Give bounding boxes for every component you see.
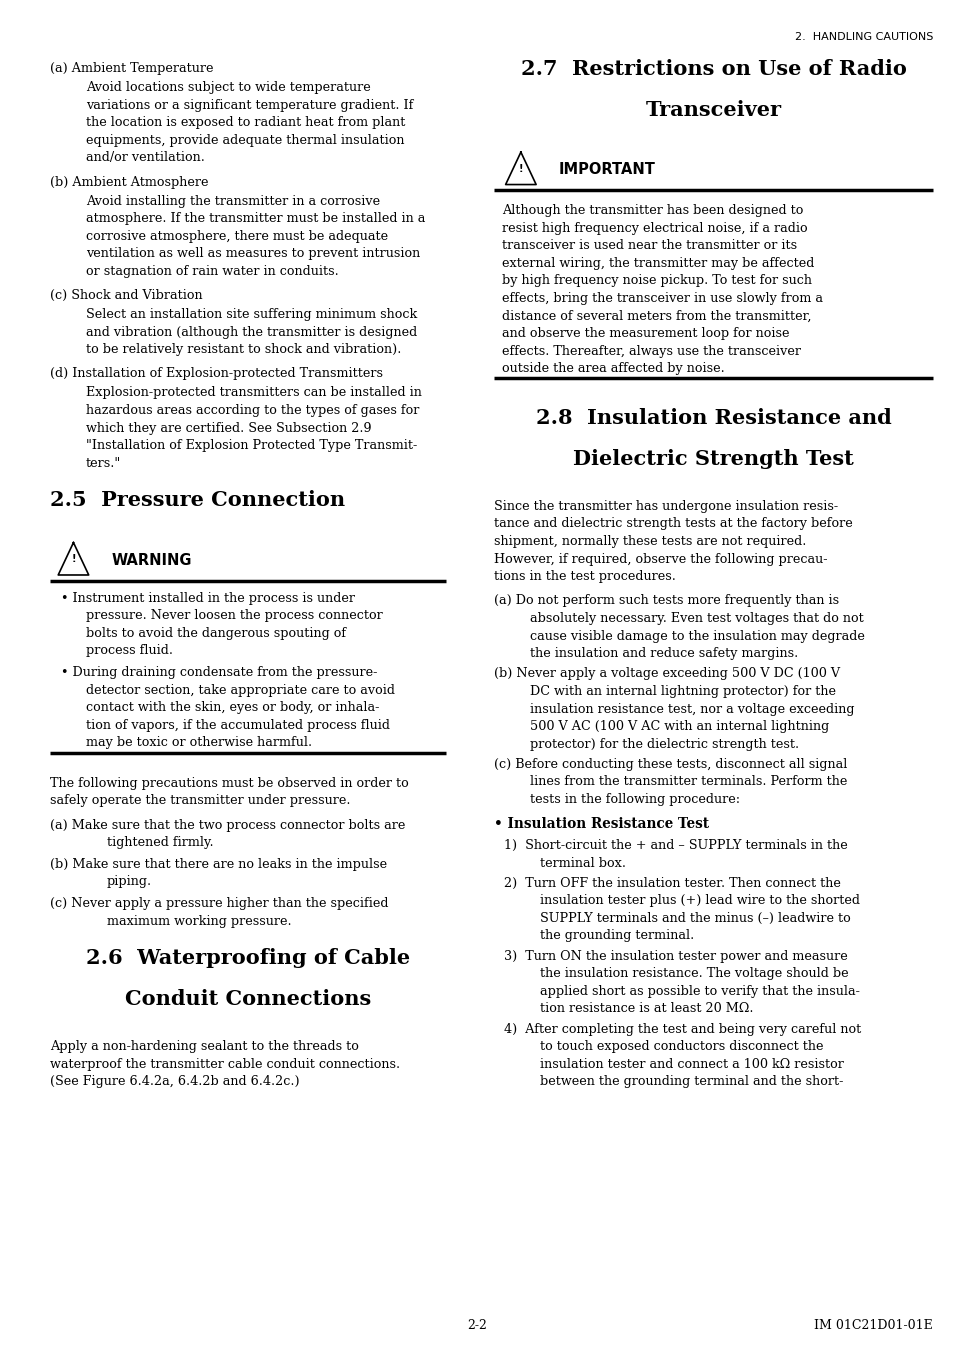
Text: 2.5  Pressure Connection: 2.5 Pressure Connection [50, 490, 344, 511]
Text: transceiver is used near the transmitter or its: transceiver is used near the transmitter… [501, 239, 796, 253]
Text: tion resistance is at least 20 MΩ.: tion resistance is at least 20 MΩ. [539, 1002, 753, 1016]
Text: WARNING: WARNING [112, 553, 192, 567]
Text: • Instrument installed in the process is under: • Instrument installed in the process is… [61, 592, 355, 605]
Text: effects. Thereafter, always use the transceiver: effects. Thereafter, always use the tran… [501, 345, 800, 358]
Text: tests in the following procedure:: tests in the following procedure: [530, 793, 740, 807]
Text: waterproof the transmitter cable conduit connections.: waterproof the transmitter cable conduit… [50, 1058, 399, 1071]
Text: Avoid installing the transmitter in a corrosive: Avoid installing the transmitter in a co… [86, 195, 379, 208]
Text: outside the area affected by noise.: outside the area affected by noise. [501, 362, 723, 376]
Text: maximum working pressure.: maximum working pressure. [107, 915, 292, 928]
Text: distance of several meters from the transmitter,: distance of several meters from the tran… [501, 309, 810, 323]
Text: Since the transmitter has undergone insulation resis-: Since the transmitter has undergone insu… [494, 500, 838, 513]
Text: effects, bring the transceiver in use slowly from a: effects, bring the transceiver in use sl… [501, 292, 821, 305]
Text: and/or ventilation.: and/or ventilation. [86, 151, 205, 165]
Text: • During draining condensate from the pressure-: • During draining condensate from the pr… [61, 666, 377, 680]
Text: tions in the test procedures.: tions in the test procedures. [494, 570, 676, 584]
Text: may be toxic or otherwise harmful.: may be toxic or otherwise harmful. [86, 736, 312, 750]
Text: 500 V AC (100 V AC with an internal lightning: 500 V AC (100 V AC with an internal ligh… [530, 720, 829, 734]
Text: to be relatively resistant to shock and vibration).: to be relatively resistant to shock and … [86, 343, 401, 357]
Text: (a) Do not perform such tests more frequently than is: (a) Do not perform such tests more frequ… [494, 594, 839, 608]
Text: (a) Make sure that the two process connector bolts are: (a) Make sure that the two process conne… [50, 819, 405, 832]
Text: (See Figure 6.4.2a, 6.4.2b and 6.4.2c.): (See Figure 6.4.2a, 6.4.2b and 6.4.2c.) [50, 1075, 299, 1089]
Text: insulation tester plus (+) lead wire to the shorted: insulation tester plus (+) lead wire to … [539, 894, 859, 908]
Text: contact with the skin, eyes or body, or inhala-: contact with the skin, eyes or body, or … [86, 701, 379, 715]
Text: "Installation of Explosion Protected Type Transmit-: "Installation of Explosion Protected Typ… [86, 439, 416, 453]
Text: or stagnation of rain water in conduits.: or stagnation of rain water in conduits. [86, 265, 338, 278]
Text: ters.": ters." [86, 457, 121, 470]
Text: pressure. Never loosen the process connector: pressure. Never loosen the process conne… [86, 609, 382, 623]
Text: (c) Never apply a pressure higher than the specified: (c) Never apply a pressure higher than t… [50, 897, 388, 911]
Text: bolts to avoid the dangerous spouting of: bolts to avoid the dangerous spouting of [86, 627, 346, 640]
Text: absolutely necessary. Even test voltages that do not: absolutely necessary. Even test voltages… [530, 612, 863, 626]
Text: and vibration (although the transmitter is designed: and vibration (although the transmitter … [86, 326, 416, 339]
Text: tightened firmly.: tightened firmly. [107, 836, 213, 850]
Text: lines from the transmitter terminals. Perform the: lines from the transmitter terminals. Pe… [530, 775, 847, 789]
Text: The following precautions must be observed in order to: The following precautions must be observ… [50, 777, 408, 790]
Text: between the grounding terminal and the short-: between the grounding terminal and the s… [539, 1075, 842, 1089]
Text: which they are certified. See Subsection 2.9: which they are certified. See Subsection… [86, 422, 371, 435]
Text: piping.: piping. [107, 875, 152, 889]
Text: 2.8  Insulation Resistance and: 2.8 Insulation Resistance and [536, 408, 890, 428]
Text: insulation resistance test, nor a voltage exceeding: insulation resistance test, nor a voltag… [530, 703, 854, 716]
Text: insulation tester and connect a 100 kΩ resistor: insulation tester and connect a 100 kΩ r… [539, 1058, 843, 1071]
Text: terminal box.: terminal box. [539, 857, 625, 870]
Text: SUPPLY terminals and the minus (–) leadwire to: SUPPLY terminals and the minus (–) leadw… [539, 912, 850, 925]
Text: IM 01C21D01-01E: IM 01C21D01-01E [814, 1319, 932, 1332]
Text: Conduit Connections: Conduit Connections [125, 989, 371, 1009]
Text: 2)  Turn OFF the insulation tester. Then connect the: 2) Turn OFF the insulation tester. Then … [503, 877, 840, 890]
Text: protector) for the dielectric strength test.: protector) for the dielectric strength t… [530, 738, 799, 751]
Text: Apply a non-hardening sealant to the threads to: Apply a non-hardening sealant to the thr… [50, 1040, 358, 1054]
Text: (a) Ambient Temperature: (a) Ambient Temperature [50, 62, 213, 76]
Text: 1)  Short-circuit the + and – SUPPLY terminals in the: 1) Short-circuit the + and – SUPPLY term… [503, 839, 846, 852]
Text: ventilation as well as measures to prevent intrusion: ventilation as well as measures to preve… [86, 247, 419, 261]
Text: (d) Installation of Explosion-protected Transmitters: (d) Installation of Explosion-protected … [50, 367, 382, 381]
Text: external wiring, the transmitter may be affected: external wiring, the transmitter may be … [501, 257, 813, 270]
Text: shipment, normally these tests are not required.: shipment, normally these tests are not r… [494, 535, 805, 549]
Text: 4)  After completing the test and being very careful not: 4) After completing the test and being v… [503, 1023, 860, 1036]
Text: • Insulation Resistance Test: • Insulation Resistance Test [494, 817, 708, 831]
Text: 2.7  Restrictions on Use of Radio: 2.7 Restrictions on Use of Radio [520, 59, 905, 80]
Text: cause visible damage to the insulation may degrade: cause visible damage to the insulation m… [530, 630, 864, 643]
Text: the grounding terminal.: the grounding terminal. [539, 929, 694, 943]
Text: Select an installation site suffering minimum shock: Select an installation site suffering mi… [86, 308, 416, 322]
Text: However, if required, observe the following precau-: However, if required, observe the follow… [494, 553, 827, 566]
Text: tance and dielectric strength tests at the factory before: tance and dielectric strength tests at t… [494, 517, 852, 531]
Text: Dielectric Strength Test: Dielectric Strength Test [573, 449, 853, 469]
Text: resist high frequency electrical noise, if a radio: resist high frequency electrical noise, … [501, 222, 806, 235]
Text: !: ! [518, 163, 522, 174]
Text: the insulation and reduce safety margins.: the insulation and reduce safety margins… [530, 647, 798, 661]
Text: IMPORTANT: IMPORTANT [558, 162, 656, 177]
Text: process fluid.: process fluid. [86, 644, 172, 658]
Text: Transceiver: Transceiver [645, 100, 781, 120]
Text: hazardous areas according to the types of gases for: hazardous areas according to the types o… [86, 404, 418, 417]
Text: equipments, provide adequate thermal insulation: equipments, provide adequate thermal ins… [86, 134, 404, 147]
Text: (b) Ambient Atmosphere: (b) Ambient Atmosphere [50, 176, 208, 189]
Text: 3)  Turn ON the insulation tester power and measure: 3) Turn ON the insulation tester power a… [503, 950, 846, 963]
Text: DC with an internal lightning protector) for the: DC with an internal lightning protector)… [530, 685, 836, 698]
Text: the location is exposed to radiant heat from plant: the location is exposed to radiant heat … [86, 116, 405, 130]
Text: applied short as possible to verify that the insula-: applied short as possible to verify that… [539, 985, 859, 998]
Text: detector section, take appropriate care to avoid: detector section, take appropriate care … [86, 684, 395, 697]
Text: to touch exposed conductors disconnect the: to touch exposed conductors disconnect t… [539, 1040, 822, 1054]
Text: tion of vapors, if the accumulated process fluid: tion of vapors, if the accumulated proce… [86, 719, 390, 732]
Text: 2.  HANDLING CAUTIONS: 2. HANDLING CAUTIONS [794, 32, 932, 42]
Text: 2.6  Waterproofing of Cable: 2.6 Waterproofing of Cable [86, 948, 410, 969]
Text: (c) Shock and Vibration: (c) Shock and Vibration [50, 289, 202, 303]
Text: by high frequency noise pickup. To test for such: by high frequency noise pickup. To test … [501, 274, 811, 288]
Text: (c) Before conducting these tests, disconnect all signal: (c) Before conducting these tests, disco… [494, 758, 846, 771]
Text: (b) Never apply a voltage exceeding 500 V DC (100 V: (b) Never apply a voltage exceeding 500 … [494, 667, 840, 681]
Text: Avoid locations subject to wide temperature: Avoid locations subject to wide temperat… [86, 81, 370, 95]
Text: (b) Make sure that there are no leaks in the impulse: (b) Make sure that there are no leaks in… [50, 858, 386, 871]
Text: safely operate the transmitter under pressure.: safely operate the transmitter under pre… [50, 794, 350, 808]
Text: Although the transmitter has been designed to: Although the transmitter has been design… [501, 204, 802, 218]
Text: atmosphere. If the transmitter must be installed in a: atmosphere. If the transmitter must be i… [86, 212, 425, 226]
Text: corrosive atmosphere, there must be adequate: corrosive atmosphere, there must be adeq… [86, 230, 388, 243]
Text: the insulation resistance. The voltage should be: the insulation resistance. The voltage s… [539, 967, 848, 981]
Text: variations or a significant temperature gradient. If: variations or a significant temperature … [86, 99, 413, 112]
Text: !: ! [71, 554, 75, 565]
Text: and observe the measurement loop for noise: and observe the measurement loop for noi… [501, 327, 788, 340]
Text: Explosion-protected transmitters can be installed in: Explosion-protected transmitters can be … [86, 386, 421, 400]
Text: 2-2: 2-2 [467, 1319, 486, 1332]
